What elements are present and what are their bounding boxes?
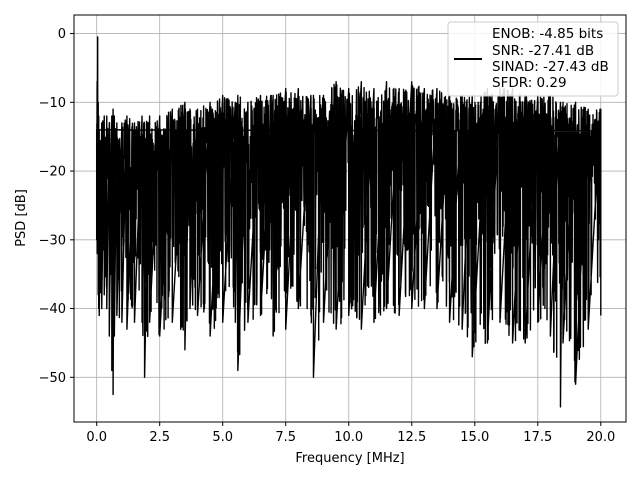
plot-frame <box>73 14 627 423</box>
x-tick-label: 7.5 <box>275 430 296 445</box>
legend-entry-sinad: SINAD: -27.43 dB <box>492 59 609 75</box>
x-tick-label: 15.0 <box>460 430 489 445</box>
legend-box <box>447 21 619 97</box>
x-tick-label: 10.0 <box>334 430 363 445</box>
legend-entry-snr: SNR: -27.41 dB <box>492 43 594 59</box>
y-tick-label: −20 <box>39 165 66 180</box>
legend-entry-enob: ENOB: -4.85 bits <box>492 26 603 42</box>
psd-line <box>95 36 602 408</box>
psd-series <box>95 36 602 408</box>
x-axis-ticks: 0.0 2.5 5.0 7.5 10.0 12.5 15.0 17.5 20.0 <box>86 422 615 445</box>
legend-entry-sfdr: SFDR: 0.29 <box>492 75 567 91</box>
x-tick-label: 2.5 <box>149 430 170 445</box>
x-tick-label: 12.5 <box>397 430 426 445</box>
y-tick-label: −40 <box>39 302 66 317</box>
y-tick-label: 0 <box>58 27 66 42</box>
x-tick-label: 5.0 <box>212 430 233 445</box>
x-axis-label: Frequency [MHz] <box>295 451 404 466</box>
y-axis-ticks: 0 −10 −20 −30 −40 −50 <box>39 27 74 386</box>
y-tick-label: −50 <box>39 371 66 386</box>
y-axis-label: PSD [dB] <box>14 189 29 247</box>
y-tick-label: −30 <box>39 233 66 248</box>
legend: ENOB: -4.85 bits SNR: -27.41 dB SINAD: -… <box>447 21 619 97</box>
y-tick-label: −10 <box>39 96 66 111</box>
x-tick-label: 20.0 <box>586 430 615 445</box>
x-tick-label: 0.0 <box>86 430 107 445</box>
x-tick-label: 17.5 <box>523 430 552 445</box>
